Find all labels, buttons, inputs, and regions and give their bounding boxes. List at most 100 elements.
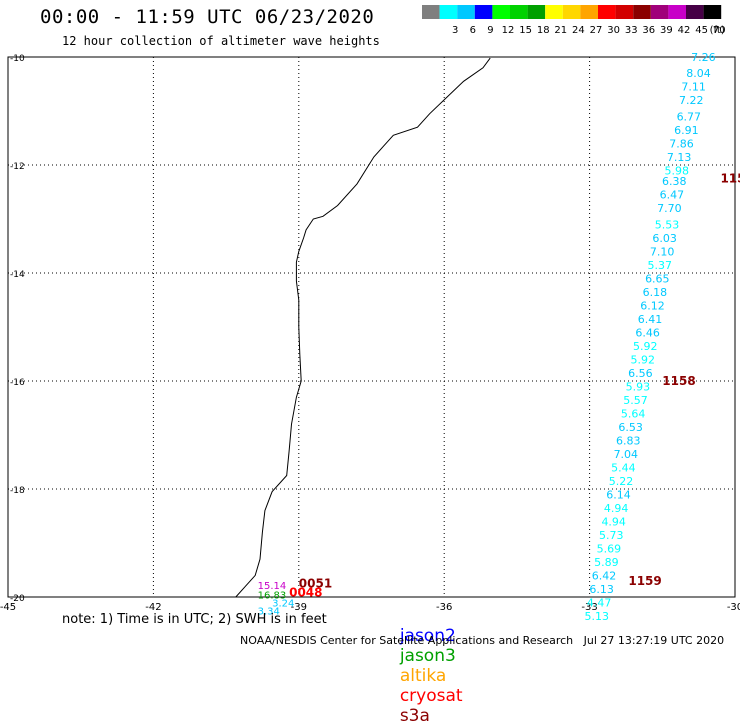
legend-swatch <box>703 5 722 19</box>
legend-swatch <box>615 5 634 19</box>
legend-swatch <box>545 5 563 19</box>
lon-tick-label: -30 <box>727 602 740 613</box>
legend-swatch <box>439 5 458 19</box>
legend-label: 6 <box>470 25 476 36</box>
legend-label: 18 <box>537 25 550 36</box>
satellite-s3a: s3a <box>399 706 430 726</box>
legend-swatch <box>650 5 669 19</box>
swh-label: 5.69 <box>597 542 622 555</box>
swh-label: 5.53 <box>655 218 680 231</box>
legend-swatch <box>668 5 686 19</box>
lat-tick-label: -10 <box>10 54 25 64</box>
legend-unit: (ft) <box>710 25 725 36</box>
swh-label: 5.92 <box>633 340 658 353</box>
legend-label: 30 <box>607 25 620 36</box>
legend-label: 12 <box>502 25 515 36</box>
legend-label: 9 <box>487 25 493 36</box>
swh-label: 6.56 <box>628 367 653 380</box>
swh-label: 6.12 <box>640 299 665 312</box>
legend-label: 45 <box>695 25 708 36</box>
lon-tick-label: -42 <box>145 602 161 613</box>
swh-label: 6.41 <box>638 313 663 326</box>
legend-swatch <box>510 5 528 19</box>
legend-label: 3 <box>452 25 458 36</box>
wave-height-map: -45 -42 -39 -36 -33 -30 -10 -12 -14 -16 -18 -20 7.26… <box>0 51 740 623</box>
legend-label: 39 <box>660 25 673 36</box>
pass-time-label: 0048 <box>289 586 322 600</box>
swh-label: 6.42 <box>592 569 617 582</box>
swh-label: 6.14 <box>606 488 631 501</box>
legend-label: 70 <box>713 25 726 36</box>
swh-label: 6.53 <box>618 421 643 434</box>
swh-label: 3.34 <box>258 607 280 618</box>
swh-label: 5.22 <box>609 475 634 488</box>
legend-label: 15 <box>519 25 532 36</box>
swh-label: 6.46 <box>635 326 660 339</box>
lat-tick-label: -14 <box>10 270 25 280</box>
swh-label: 4.94 <box>601 515 626 528</box>
swh-label: 5.57 <box>623 394 648 407</box>
legend-swatch <box>527 5 546 19</box>
swh-label: 5.44 <box>611 461 636 474</box>
lon-tick-label: -39 <box>291 602 307 613</box>
pass-time-label: 0051 <box>299 577 332 591</box>
legend-swatch <box>686 5 704 19</box>
lat-tick-label: -16 <box>10 378 25 388</box>
swh-label: 7.10 <box>650 245 675 258</box>
legend-label: 42 <box>678 25 691 36</box>
satellite-altika: altika <box>399 666 447 686</box>
satellite-cryosat: cryosat <box>399 686 463 706</box>
legend-label: 33 <box>625 25 638 36</box>
swh-label: 7.22 <box>679 94 704 107</box>
legend-label: 21 <box>554 25 567 36</box>
swh-label: 6.18 <box>643 286 668 299</box>
swh-label: 5.89 <box>594 556 619 569</box>
legend-swatch <box>422 5 440 19</box>
lon-tick-label: -33 <box>581 602 597 613</box>
lon-tick-label: -36 <box>436 602 452 613</box>
swh-label: 16.83 <box>258 590 287 601</box>
wave-height-legend: 3 6 9 12 15 18 21 24 27 30 33 36 39 42 45 70(ft) <box>422 5 726 36</box>
swh-label: 5.64 <box>621 407 646 420</box>
swh-label: 6.38 <box>662 175 687 188</box>
map-frame <box>7 56 736 598</box>
legend-label: 36 <box>642 25 655 36</box>
swh-label: 6.83 <box>616 434 641 447</box>
swh-label: 7.86 <box>669 137 694 150</box>
legend-swatch <box>633 5 651 19</box>
swh-label: 4.94 <box>604 502 629 515</box>
swh-label: 6.65 <box>645 272 670 285</box>
swh-label: 7.13 <box>667 151 692 164</box>
coastline <box>235 57 491 598</box>
footer-note: note: 1) Time is in UTC; 2) SWH is in fe… <box>62 612 327 627</box>
lon-tick-label: -45 <box>0 602 16 613</box>
satellite-legend: jason2 jason3 altika cryosat s3a <box>389 606 463 726</box>
pass-time-label: 1159 <box>628 574 661 588</box>
swh-label: 5.13 <box>584 610 609 623</box>
swh-label: 6.13 <box>589 583 614 596</box>
swh-label: 5.73 <box>599 529 624 542</box>
pass-time-label: 115 <box>720 172 740 186</box>
swh-label: 6.77 <box>677 110 702 123</box>
legend-swatch <box>598 5 616 19</box>
satellite-jason3: jason3 <box>399 646 456 666</box>
legend-swatch <box>457 5 475 19</box>
pass-time-label: 1158 <box>662 374 695 388</box>
legend-label: 27 <box>590 25 603 36</box>
swh-label: 7.11 <box>681 81 706 94</box>
lat-tick-label: -12 <box>10 162 25 172</box>
swh-label: 5.98 <box>664 164 689 177</box>
legend-swatch <box>562 5 581 19</box>
map-title: 00:00 - 11:59 UTC 06/23/2020 <box>40 6 375 28</box>
swh-label: 15.14 <box>258 581 287 592</box>
swh-label: 7.70 <box>657 202 682 215</box>
legend-swatch <box>580 5 598 19</box>
swh-label: 5.37 <box>647 259 672 272</box>
satellite-jason2: jason2 <box>399 626 456 646</box>
map-subtitle: 12 hour collection of altimeter wave hei… <box>62 34 380 48</box>
legend-label: 24 <box>572 25 585 36</box>
swh-label: 7.26 <box>691 51 716 64</box>
swh-label: 3.24 <box>272 598 294 609</box>
swh-label: 8.04 <box>686 67 711 80</box>
legend-swatch <box>474 5 493 19</box>
